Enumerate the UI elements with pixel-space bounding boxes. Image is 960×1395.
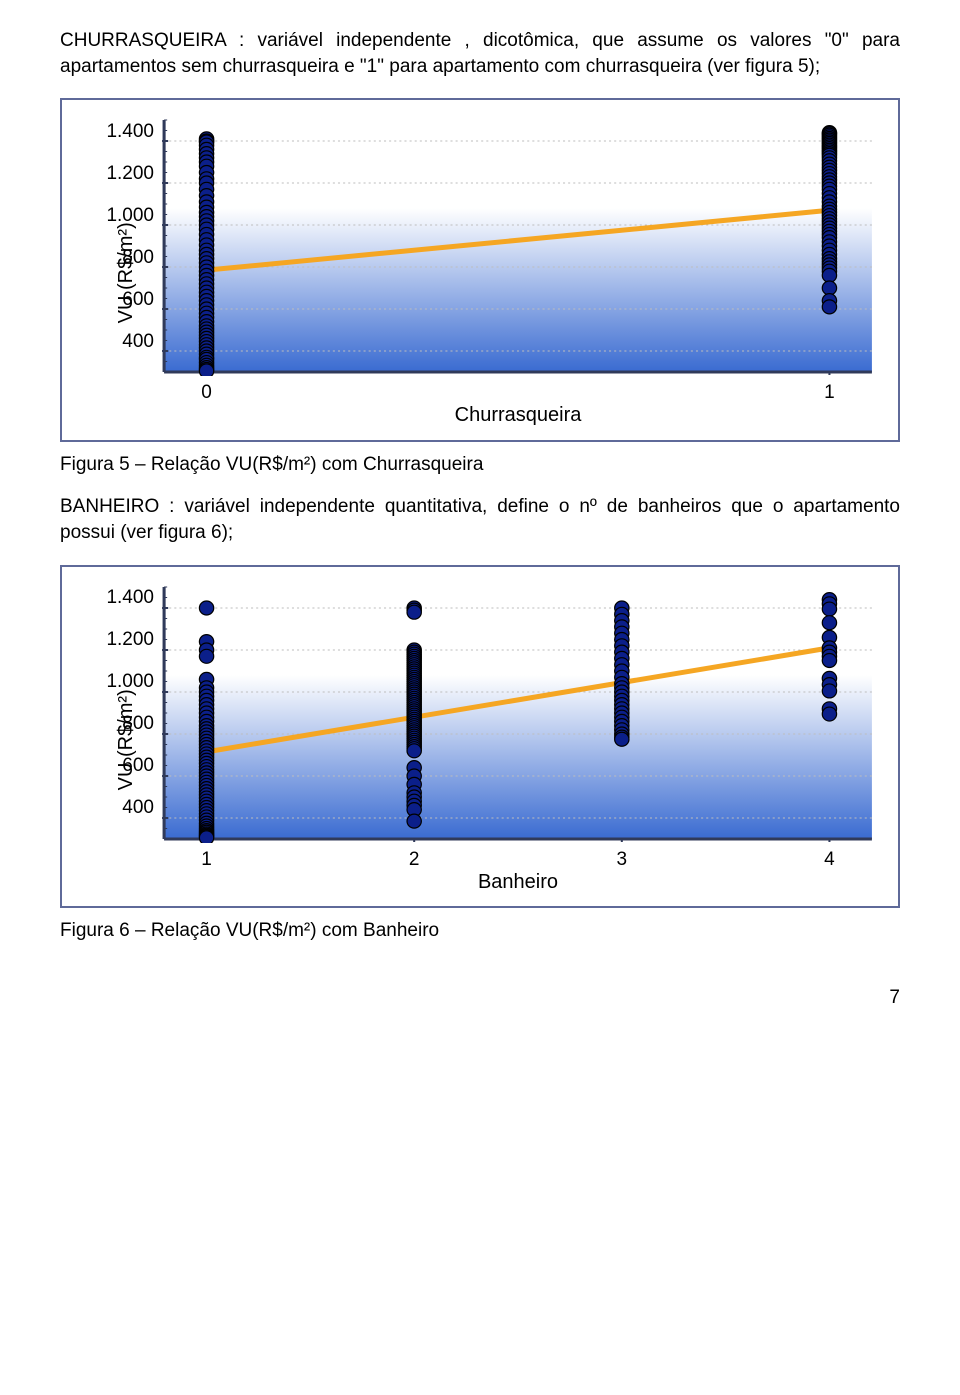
fig5-caption: Figura 5 – Relação VU(R$/m²) com Churras… (60, 452, 900, 478)
fig5-xlabel: Churrasqueira (160, 402, 876, 430)
xtick-label: 4 (824, 847, 835, 873)
fig6-plot (160, 583, 876, 843)
xtick-label: 1 (824, 380, 835, 406)
figure-6-box: VU (R$/m²) 1.4001.2001.000800600400 1234… (60, 565, 900, 909)
fig6-yticks: 1.4001.2001.000800600400 (104, 583, 160, 843)
fig6-caption: Figura 6 – Relação VU(R$/m²) com Banheir… (60, 918, 900, 944)
page-number: 7 (60, 985, 900, 1011)
fig5-xticks: 01 (160, 376, 876, 400)
fig5-yticks: 1.4001.2001.000800600400 (104, 116, 160, 376)
xtick-label: 1 (201, 847, 212, 873)
para-churrasqueira: CHURRASQUEIRA : variável independente , … (60, 28, 900, 80)
para-banheiro: BANHEIRO : variável independente quantit… (60, 494, 900, 546)
xtick-label: 3 (617, 847, 628, 873)
xtick-label: 2 (409, 847, 420, 873)
fig6-xticks: 1234 (160, 843, 876, 867)
fig5-plot (160, 116, 876, 376)
xtick-label: 0 (201, 380, 212, 406)
fig6-xlabel: Banheiro (160, 869, 876, 897)
figure-5-box: VU (R$/m²) 1.4001.2001.000800600400 01 C… (60, 98, 900, 442)
